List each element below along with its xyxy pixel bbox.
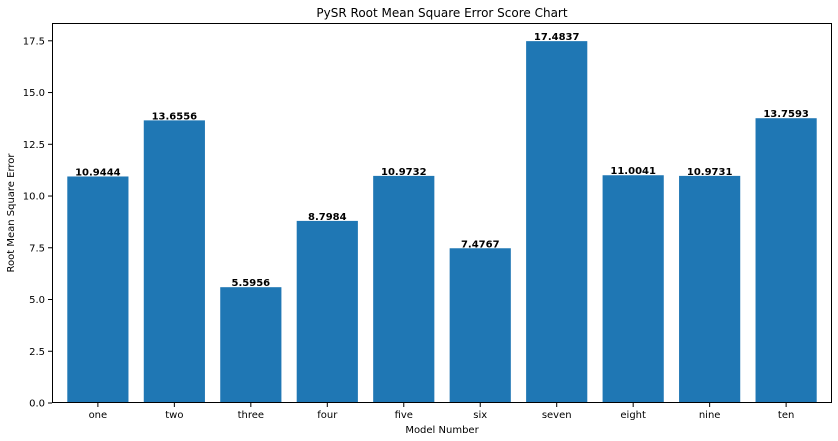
y-tick-label: 0.0: [29, 399, 45, 410]
data-label-three: 5.5956: [232, 278, 271, 289]
data-label-five: 10.9732: [381, 167, 427, 178]
x-tick-label: two: [165, 410, 183, 421]
y-tick-label: 10.0: [23, 192, 45, 203]
y-tick-label: 15.0: [23, 88, 45, 99]
bar-three: [220, 287, 282, 403]
bar-six: [449, 248, 511, 403]
bars-group: [67, 41, 817, 403]
bar-two: [143, 120, 205, 403]
data-label-one: 10.9444: [75, 167, 121, 178]
x-tick-label: seven: [542, 410, 572, 421]
bar-one: [67, 176, 129, 403]
x-tick-label: four: [317, 410, 338, 421]
data-label-two: 13.6556: [152, 111, 198, 122]
data-label-ten: 13.7593: [763, 109, 809, 120]
data-label-seven: 17.4837: [534, 32, 580, 43]
data-label-eight: 11.0041: [610, 166, 656, 177]
data-labels-group: 10.9444 13.6556 5.5956 8.7984 10.9732 7.4767 1…: [75, 32, 809, 289]
bar-eight: [602, 175, 664, 403]
x-tick-label: five: [395, 410, 413, 421]
bar-seven: [526, 41, 588, 403]
y-tick-label: 2.5: [29, 347, 45, 358]
plot-frame: [52, 23, 832, 403]
y-tick-label: 17.5: [23, 36, 45, 47]
y-axis: 0.0 2.5 5.0 7.5 10.0 12.5 15.0 17.5: [23, 36, 52, 410]
y-tick-label: 5.0: [29, 295, 45, 306]
x-tick-label: ten: [778, 410, 794, 421]
bar-nine: [679, 175, 741, 403]
y-axis-title: Root Mean Square Error: [6, 153, 17, 273]
x-tick-label: nine: [699, 410, 721, 421]
data-label-nine: 10.9731: [687, 167, 733, 178]
x-tick-label: eight: [620, 410, 646, 421]
bar-five: [373, 175, 435, 403]
y-tick-label: 12.5: [23, 140, 45, 151]
chart-title: PySR Root Mean Square Error Score Chart: [316, 6, 567, 20]
x-axis-title: Model Number: [405, 425, 479, 436]
x-tick-label: six: [473, 410, 487, 421]
data-label-four: 8.7984: [308, 212, 347, 223]
x-tick-label: three: [238, 410, 264, 421]
bar-four: [296, 220, 358, 403]
x-axis: one two three four five six seven eight nine ten: [89, 403, 794, 421]
y-tick-label: 7.5: [29, 243, 45, 254]
bar-ten: [755, 118, 817, 403]
x-tick-label: one: [89, 410, 108, 421]
data-label-six: 7.4767: [461, 239, 500, 250]
